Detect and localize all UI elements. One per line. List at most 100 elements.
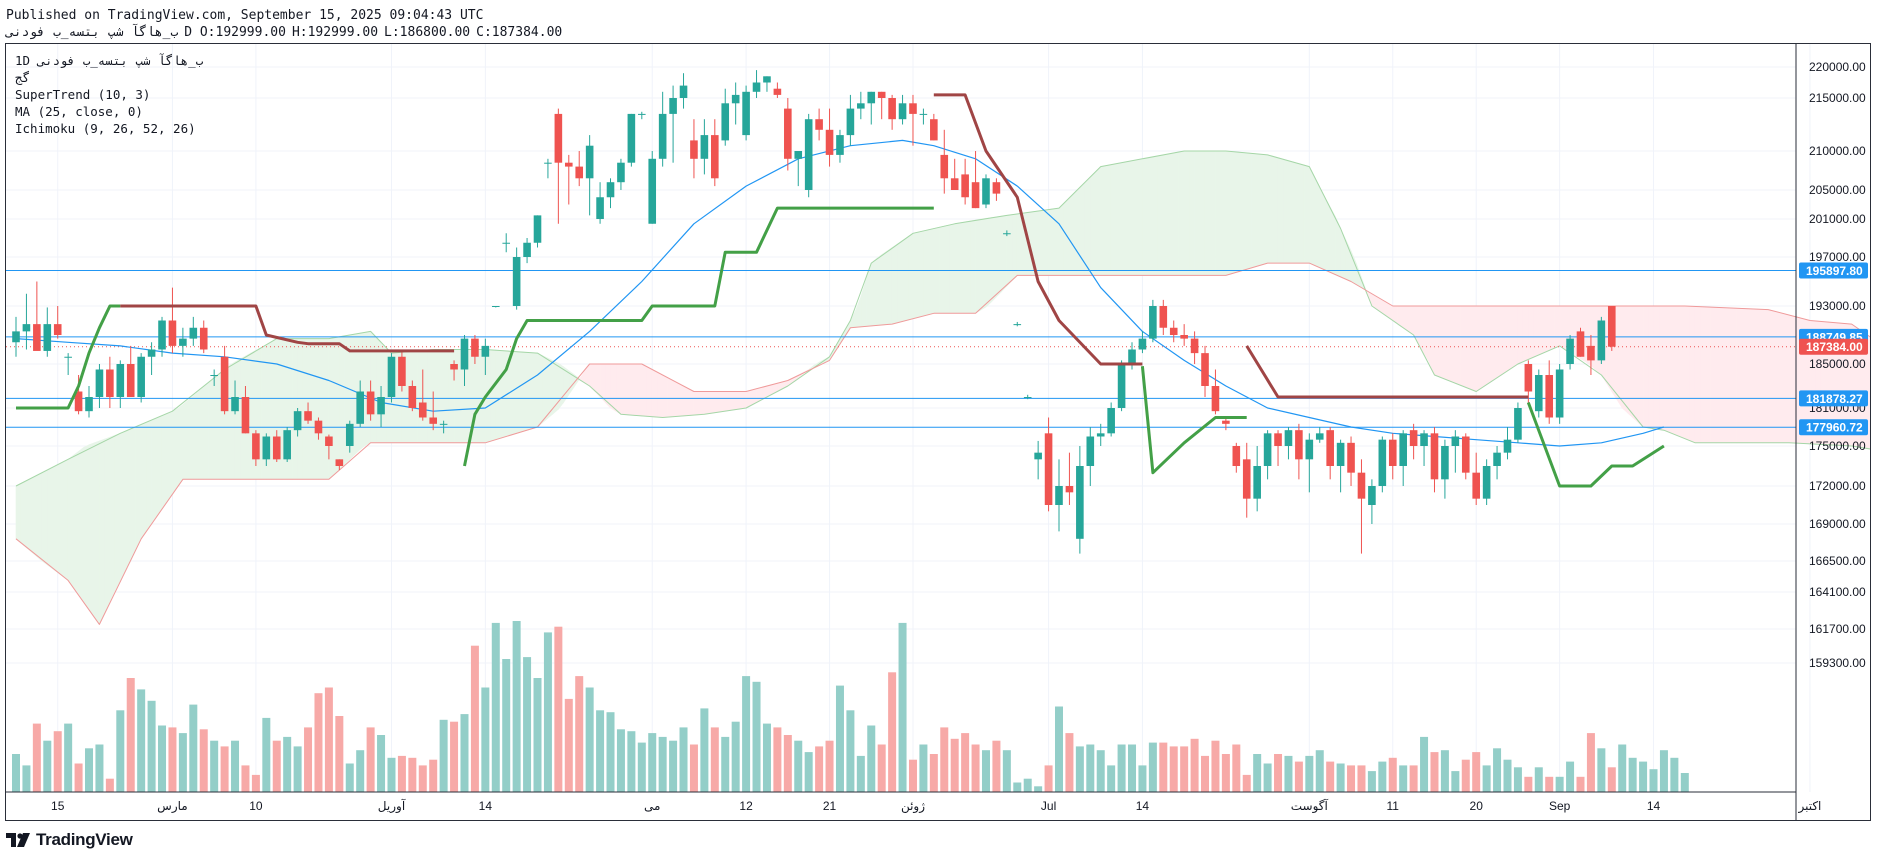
volume-bar	[700, 708, 709, 792]
time-tick-label: 14	[479, 799, 493, 813]
candle-body	[544, 162, 552, 164]
volume-bar	[1221, 754, 1230, 792]
chart-frame[interactable]: 220000.00 215000.00 210000.00 205000.00 2010…	[5, 43, 1871, 821]
ichimoku-cloud-slice	[943, 224, 950, 314]
ichimoku-cloud-slice	[208, 377, 215, 480]
ichimoku-cloud-slice	[1455, 305, 1461, 386]
ichimoku-cloud-slice	[93, 440, 100, 626]
ichimoku-cloud-slice	[1335, 216, 1341, 278]
ichimoku-cloud-slice	[886, 246, 893, 325]
candle-body	[596, 197, 604, 219]
ichimoku-cloud-slice	[1778, 311, 1785, 444]
ichimoku-cloud-slice	[1178, 150, 1185, 276]
candle-body	[815, 119, 823, 130]
volume-bar	[908, 759, 917, 792]
candle-body	[982, 178, 990, 205]
ichimoku-cloud-slice	[1658, 305, 1665, 431]
ichimoku-cloud-slice	[1616, 305, 1623, 410]
ichimoku-cloud-slice	[474, 349, 481, 444]
ichimoku-cloud-slice	[1439, 305, 1446, 380]
volume-bar	[1284, 755, 1293, 792]
ichimoku-cloud-slice	[990, 216, 997, 303]
volume-bar	[272, 740, 281, 792]
ichimoku-cloud-slice	[1157, 154, 1164, 276]
candle-body	[512, 257, 521, 306]
candle-body	[335, 459, 344, 466]
volume-bar	[470, 645, 479, 792]
candle-body	[366, 391, 375, 415]
ichimoku-cloud-slice	[1590, 305, 1597, 371]
price-tick-label: 215000.00	[1809, 91, 1866, 105]
ichimoku-cloud-slice	[1465, 305, 1472, 390]
ichimoku-cloud-slice	[1674, 305, 1680, 437]
price-tick-label: 175000.00	[1809, 439, 1866, 453]
volume-bar	[1044, 765, 1053, 792]
volume-bar	[1357, 765, 1366, 792]
ichimoku-cloud-slice	[156, 415, 163, 517]
ichimoku-cloud-slice	[114, 432, 121, 591]
ichimoku-cloud-slice	[1684, 305, 1691, 442]
ichimoku-cloud-slice	[1788, 314, 1795, 444]
ichimoku-cloud-slice	[1548, 305, 1555, 351]
candle-body	[450, 364, 458, 370]
legend-symbol[interactable]: 1D ب_هاگآ شپ بتسه_ب فودنی	[15, 53, 204, 68]
ichimoku-cloud-slice	[891, 243, 898, 325]
volume-bar	[116, 710, 125, 792]
candle-body	[1076, 466, 1084, 539]
candle-body	[325, 436, 333, 446]
price-tick-label: 210000.00	[1809, 144, 1866, 158]
ichimoku-cloud-slice	[1058, 202, 1065, 276]
symbol-name: ب_هاگآ شپ بتسه_ب فودنی	[6, 25, 179, 40]
ichimoku-cloud-slice	[1700, 306, 1706, 444]
candle-body	[1263, 433, 1272, 466]
ichimoku-cloud-slice	[1121, 161, 1128, 276]
candle-body	[64, 356, 72, 358]
ichimoku-cloud-slice	[1209, 150, 1216, 276]
candle-body	[1534, 375, 1543, 412]
ichimoku-cloud-slice	[422, 349, 429, 444]
legend-ichimoku[interactable]: Ichimoku (9, 26, 52, 26)	[15, 121, 196, 136]
ohlc-line: ب_هاگآ شپ بتسه_ب فودنی D O:192999.00 H:192…	[6, 25, 568, 40]
candle-body	[1117, 364, 1126, 408]
ichimoku-cloud-slice	[1721, 307, 1727, 444]
volume-bar	[1566, 761, 1575, 792]
legend-ma[interactable]: MA (25, close, 0)	[15, 104, 143, 119]
candle-body	[33, 324, 41, 351]
volume-bar	[64, 723, 73, 792]
candle-body	[345, 423, 354, 446]
candle-body	[293, 411, 302, 431]
candle-body	[658, 113, 667, 159]
ichimoku-cloud-slice	[432, 349, 439, 444]
candle-body	[1347, 442, 1355, 473]
candle-body	[179, 338, 187, 346]
ichimoku-cloud-slice	[724, 391, 731, 412]
ichimoku-cloud-slice	[1267, 154, 1274, 264]
candle-body	[940, 154, 949, 179]
ichimoku-cloud-slice	[255, 346, 262, 480]
candle-body	[304, 411, 312, 421]
ichimoku-cloud-slice	[1715, 307, 1722, 444]
ichimoku-cloud-slice	[860, 279, 867, 328]
volume-bar	[1128, 744, 1137, 792]
candle-body	[356, 391, 364, 424]
ichimoku-cloud-slice	[78, 446, 85, 603]
volume-bar	[846, 710, 855, 792]
price-badge	[1799, 338, 1868, 355]
price-tick-label: 205000.00	[1809, 183, 1866, 197]
ichimoku-cloud-slice	[1225, 150, 1232, 276]
ichimoku-cloud-slice	[735, 391, 742, 410]
volume-bar	[491, 622, 500, 792]
legend-supertrend[interactable]: SuperTrend (10, 3)	[15, 87, 151, 102]
ichimoku-cloud-slice	[1074, 187, 1081, 276]
ichimoku-cloud-slice	[511, 350, 517, 436]
ichimoku-cloud-slice	[1501, 305, 1508, 375]
chart-canvas[interactable]: 220000.00215000.00210000.00205000.002010…	[6, 44, 1870, 820]
footer-brand[interactable]: TradingView	[6, 829, 133, 851]
supertrend-down-line	[120, 304, 455, 353]
candle-body	[1180, 335, 1188, 339]
ichimoku-cloud-slice	[1726, 307, 1733, 444]
ichimoku-cloud-slice	[1105, 164, 1112, 276]
volume-bar	[1451, 771, 1460, 792]
volume-bar	[1347, 765, 1356, 792]
candle-body	[1274, 433, 1282, 446]
